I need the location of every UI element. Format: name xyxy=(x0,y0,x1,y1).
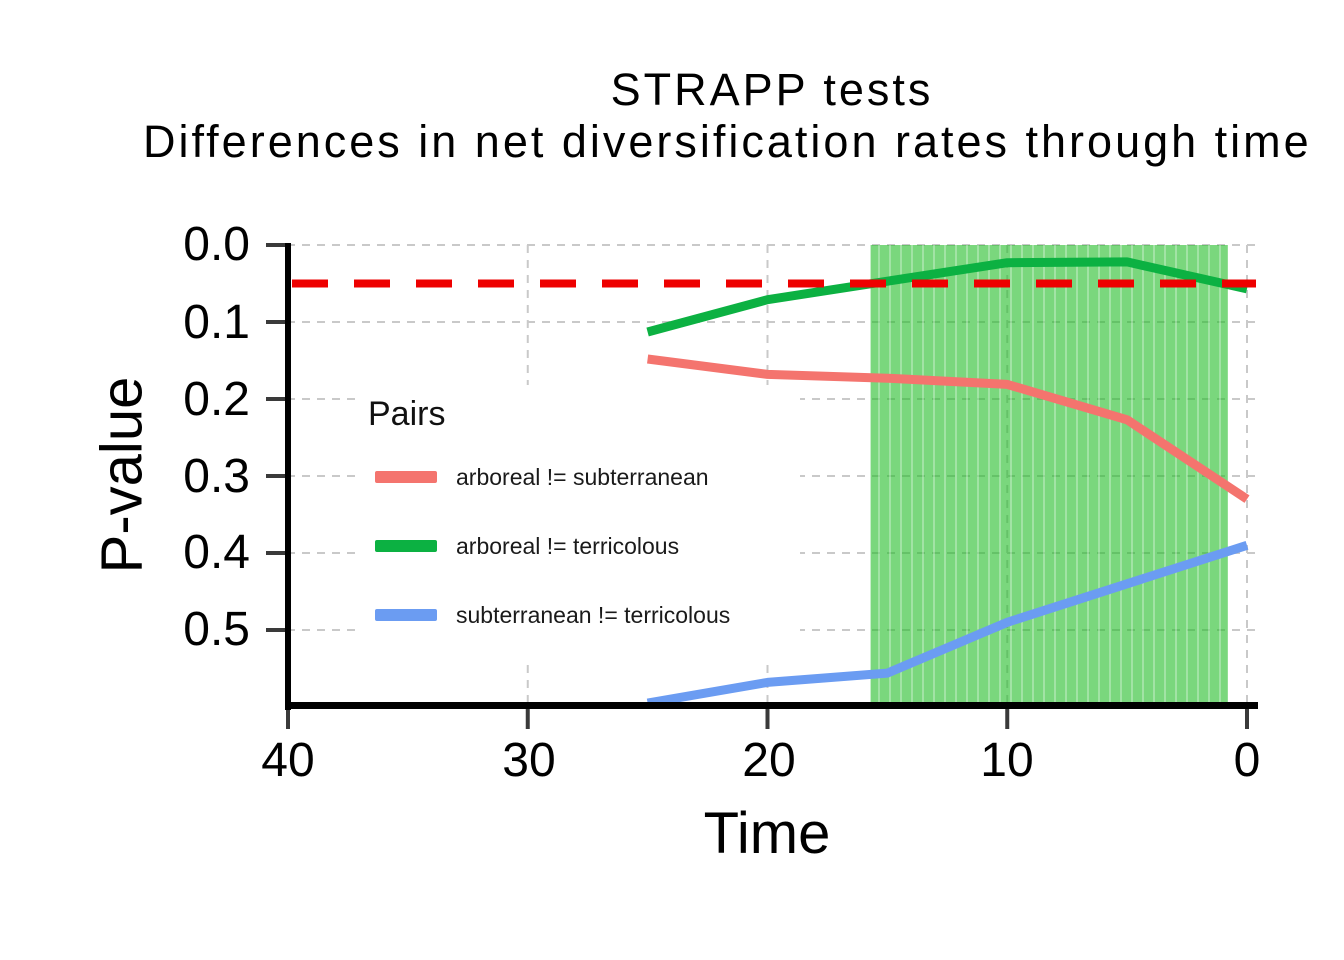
legend-item-label: subterranean != terricolous xyxy=(456,601,731,628)
x-tick-label: 40 xyxy=(261,734,315,787)
x-tick-mark xyxy=(1005,709,1010,729)
legend-swatch xyxy=(375,609,437,621)
legend-item: subterranean != terricolous xyxy=(375,600,730,630)
y-tick-label: 0.2 xyxy=(183,373,250,426)
legend-item-label: arboreal != subterranean xyxy=(456,463,709,490)
chart-title: STRAPP tests xyxy=(610,64,934,115)
y-tick-mark xyxy=(266,628,285,632)
legend-item: arboreal != subterranean xyxy=(375,462,709,492)
y-tick-mark xyxy=(266,551,285,555)
legend-swatch xyxy=(375,471,437,483)
x-tick-label: 10 xyxy=(980,734,1034,787)
y-tick-mark xyxy=(266,243,285,247)
y-tick-mark xyxy=(266,397,285,401)
x-tick-mark xyxy=(525,709,530,729)
axis-ticks xyxy=(266,243,1249,729)
legend-swatch xyxy=(375,540,437,552)
x-tick-label: 30 xyxy=(502,734,556,787)
y-tick-label: 0.4 xyxy=(183,526,250,579)
legend-item: arboreal != terricolous xyxy=(375,531,679,561)
y-tick-label: 0.5 xyxy=(183,603,250,656)
y-tick-label: 0.0 xyxy=(183,218,250,271)
series-lines xyxy=(646,257,1250,708)
legend: Pairs arboreal != subterranean arboreal … xyxy=(360,385,800,665)
y-tick-label: 0.3 xyxy=(183,450,250,503)
y-tick-mark xyxy=(266,320,285,324)
x-tick-label: 20 xyxy=(742,734,796,787)
y-tick-label: 0.1 xyxy=(183,296,250,349)
y-tick-mark xyxy=(266,474,285,478)
significance-region xyxy=(870,245,1228,702)
x-tick-mark xyxy=(765,709,770,729)
series-line-1 xyxy=(646,257,1248,337)
x-tick-mark xyxy=(286,709,290,729)
x-axis-title: Time xyxy=(703,801,831,866)
legend-title: Pairs xyxy=(368,395,446,433)
y-axis-spine xyxy=(285,243,291,710)
chart-subtitle: Differences in net diversification rates… xyxy=(143,116,1312,167)
title-block: STRAPP tests xyxy=(0,64,1344,116)
x-axis-spine xyxy=(285,702,1258,709)
series-line-0 xyxy=(647,354,1250,503)
legend-item-label: arboreal != terricolous xyxy=(456,532,680,559)
series-line-2 xyxy=(646,541,1249,708)
x-tick-label: 0 xyxy=(1233,734,1261,787)
x-tick-mark xyxy=(1245,709,1249,729)
